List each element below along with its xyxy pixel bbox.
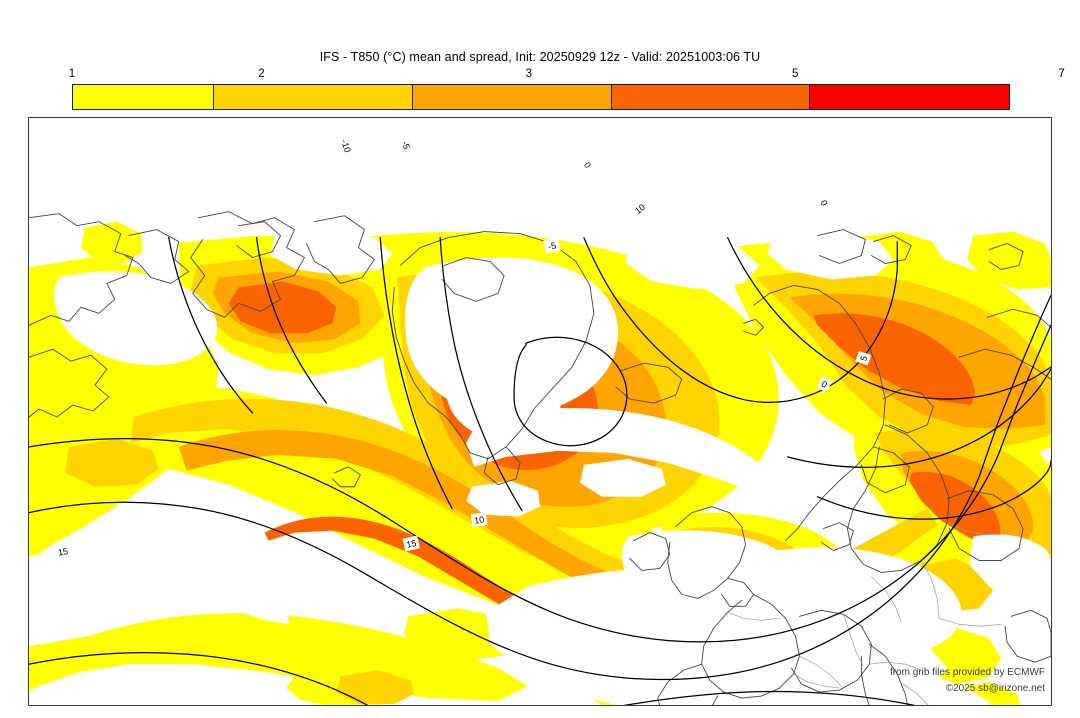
colorbar-tick-labels: 1235710 [68, 68, 1065, 82]
attribution-source: from grib files provided by ECMWF [889, 667, 1045, 678]
colorbar [72, 84, 1010, 110]
colorbar-tick-7: 7 [1058, 68, 1065, 80]
colorbar-tick-3: 3 [525, 68, 532, 80]
page-title: IFS - T850 (°C) mean and spread, Init: 2… [319, 50, 761, 64]
colorbar-tick-5: 5 [791, 68, 799, 80]
colorbar-bands [72, 84, 1010, 110]
svg-text:0: 0 [820, 379, 829, 390]
svg-text:-5: -5 [547, 240, 557, 251]
svg-text:15: 15 [405, 538, 417, 550]
spread-shading [29, 221, 1051, 705]
svg-text:10: 10 [474, 514, 485, 525]
contour-labels: -10 -5 0 -5 [54, 135, 872, 560]
svg-text:0: 0 [819, 198, 830, 207]
temperature-contours [29, 236, 1051, 705]
colorbar-tick-2: 2 [258, 68, 265, 80]
colorbar-band-7-10 [810, 85, 1010, 109]
colorbar-band-5-7 [611, 85, 811, 109]
attribution-copyright: ©2025 sb@irizone.net [945, 683, 1045, 694]
svg-text:-10: -10 [339, 138, 353, 153]
colorbar-band-3-5 [413, 85, 612, 109]
map-icon: -10 -5 0 -5 [29, 118, 1051, 705]
svg-text:5: 5 [858, 354, 869, 362]
coastlines [29, 211, 1051, 705]
colorbar-band-2-3 [214, 85, 414, 109]
svg-text:15: 15 [57, 546, 69, 558]
colorbar-tick-1: 1 [68, 68, 76, 80]
svg-text:10: 10 [633, 202, 647, 216]
svg-text:-5: -5 [400, 140, 412, 151]
svg-text:0: 0 [582, 160, 593, 170]
map-panel[interactable]: -10 -5 0 -5 [28, 117, 1052, 706]
country-borders [727, 522, 1002, 705]
colorbar-band-1-2 [73, 85, 215, 109]
